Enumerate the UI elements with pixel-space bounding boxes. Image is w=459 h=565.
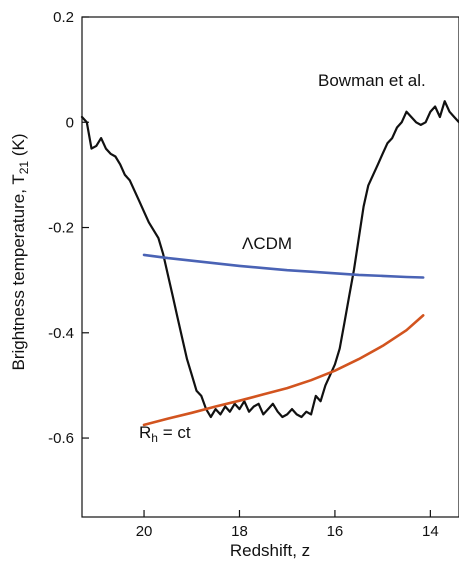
y-tick-label: 0.2 — [53, 9, 74, 26]
y-axis-title-subscript: 21 — [17, 161, 31, 175]
x-tick-label: 14 — [422, 523, 439, 540]
x-axis-ticks: 20 18 16 14 — [136, 510, 439, 540]
y-axis-title: Brightness temperature, T21 (K) — [9, 134, 31, 371]
bowman-curve — [80, 100, 459, 419]
series-label-lcdm: ΛCDM — [242, 234, 292, 253]
rh-ct-curve — [142, 314, 425, 427]
plot-area-frame — [81, 16, 459, 518]
series-label-bowman: Bowman et al. — [318, 71, 426, 90]
y-axis-title-unit: (K) — [9, 134, 28, 161]
y-tick-label: -0.4 — [48, 325, 74, 342]
x-tick-label: 20 — [136, 523, 153, 540]
y-tick-label: -0.2 — [48, 220, 74, 237]
y-tick-label: 0 — [66, 114, 74, 131]
x-tick-label: 16 — [327, 523, 344, 540]
series-lines — [80, 100, 459, 427]
y-tick-label: -0.6 — [48, 430, 74, 447]
x-axis-title: Redshift, z — [230, 541, 310, 560]
series-label-rh-subscript: h — [151, 431, 158, 445]
x-tick-label: 18 — [231, 523, 248, 540]
series-label-rh-main: R — [139, 423, 151, 442]
series-label-rh-ct: Rh = ct — [139, 423, 191, 445]
series-label-rh-suffix: = ct — [158, 423, 191, 442]
lcdm-curve — [142, 253, 425, 279]
y-axis-ticks: 0.2 0 -0.2 -0.4 -0.6 — [48, 9, 89, 447]
y-axis-title-main: Brightness temperature, T — [9, 174, 28, 370]
